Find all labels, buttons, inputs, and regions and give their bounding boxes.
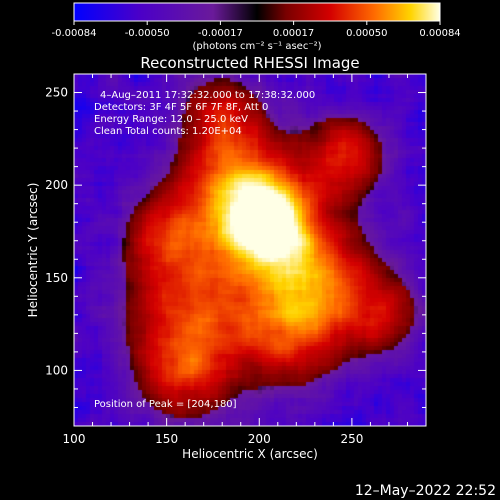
colorbar-ticks: -0.00084 -0.00050 -0.00017 0.00017 0.00050 0.…	[52, 21, 461, 39]
y-tick-label: 250	[45, 86, 68, 100]
y-tick-label: 200	[45, 178, 68, 192]
x-tick-label: 150	[155, 432, 178, 446]
peak-position-label: Position of Peak = [204,180]	[94, 399, 237, 410]
colorbar-tick-label: 0.00017	[273, 28, 314, 39]
colorbar-unit-label: (photons cm⁻² s⁻¹ asec⁻²)	[192, 41, 321, 52]
info-line: Detectors: 3F 4F 5F 6F 7F 8F, Att 0	[94, 102, 268, 113]
colorbar-tick-label: 0.00050	[346, 28, 387, 39]
colorbar-tick-label: 0.00084	[419, 28, 460, 39]
x-tick-label: 100	[63, 432, 86, 446]
colorbar-tick-label: -0.00084	[52, 28, 97, 39]
axis-ticks: 100 150 200 250 100 150 200 250	[45, 73, 427, 446]
y-axis-label: Heliocentric Y (arcsec)	[26, 183, 40, 318]
colorbar-tick-label: -0.00050	[125, 28, 170, 39]
info-text: 4–Aug–2011 17:32:32.000 to 17:38:32.000D…	[94, 90, 315, 137]
info-line: Clean Total counts: 1.20E+04	[94, 126, 242, 137]
y-tick-label: 100	[45, 363, 68, 377]
y-tick-label: 150	[45, 271, 68, 285]
info-line: Energy Range: 12.0 – 25.0 keV	[94, 114, 248, 125]
timestamp: 12–May–2022 22:52	[355, 483, 496, 499]
x-tick-label: 250	[340, 432, 363, 446]
x-tick-label: 200	[248, 432, 271, 446]
info-line: 4–Aug–2011 17:32:32.000 to 17:38:32.000	[100, 90, 315, 101]
heatmap-image	[74, 74, 426, 426]
colorbar: -0.00084 -0.00050 -0.00017 0.00017 0.00050 0.…	[52, 2, 461, 52]
plot-frame	[73, 73, 427, 427]
colorbar-tick-label: -0.00017	[198, 28, 243, 39]
chart-title: Reconstructed RHESSI Image	[140, 54, 359, 72]
plot-area: 100 150 200 250 100 150 200 250 4–Aug–2011 17:3…	[45, 73, 427, 446]
x-axis-label: Heliocentric X (arcsec)	[182, 447, 318, 461]
colorbar-gradient	[73, 2, 441, 22]
